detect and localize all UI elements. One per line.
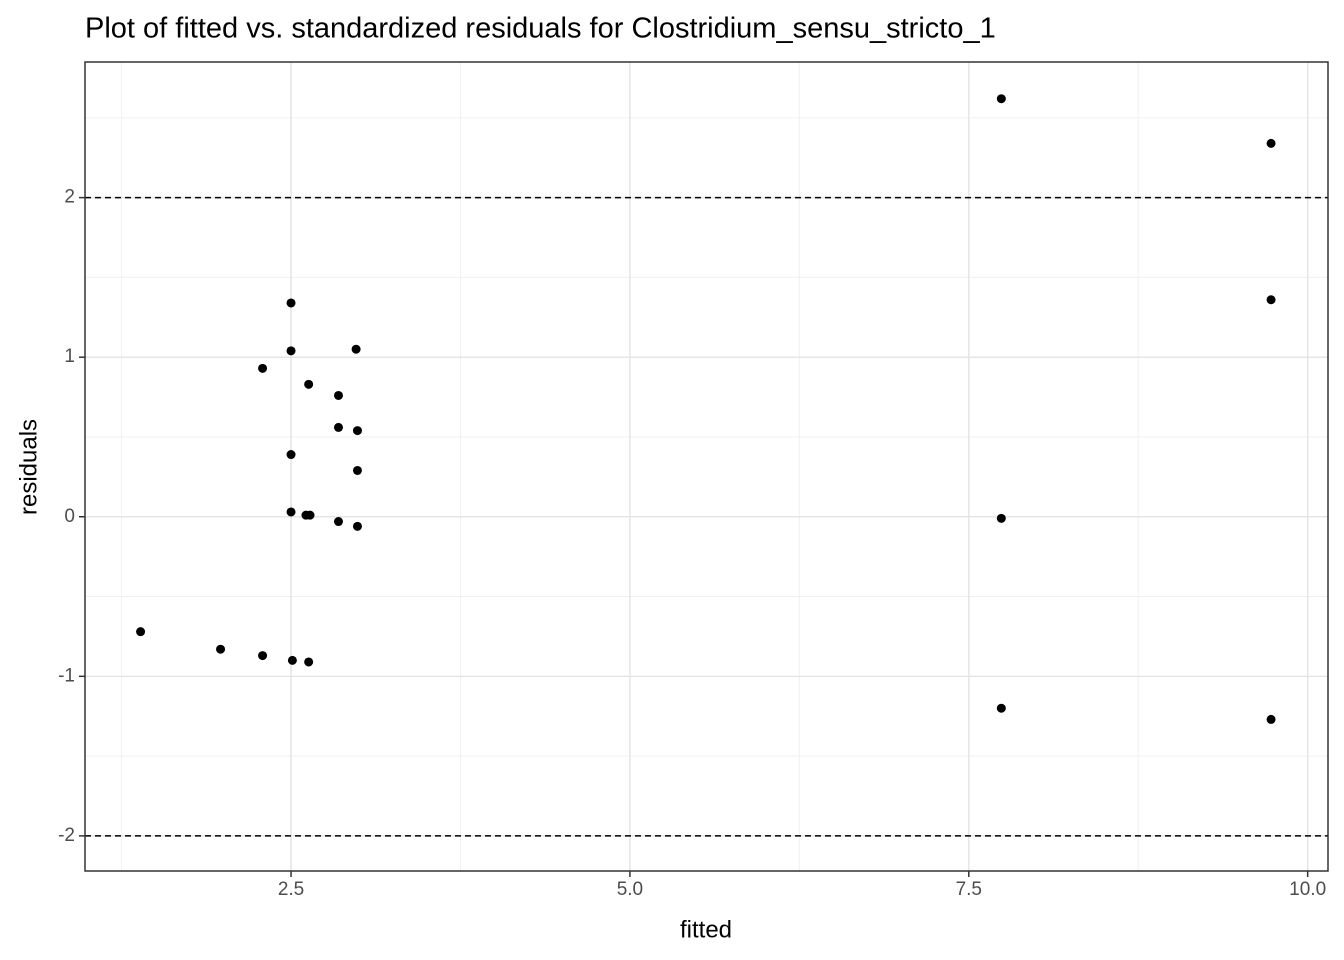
point — [1266, 295, 1276, 305]
point — [352, 426, 362, 436]
panel-border — [84, 61, 1329, 872]
y-tick-label: -2 — [58, 825, 75, 846]
point — [352, 465, 362, 475]
point — [216, 644, 226, 654]
point — [352, 521, 362, 531]
chart-title: Plot of fitted vs. standardized residual… — [85, 13, 996, 45]
point — [258, 651, 268, 661]
y-tick-label: 1 — [64, 346, 75, 367]
point — [304, 379, 314, 389]
x-tick-label: 10.0 — [1289, 879, 1326, 900]
point — [286, 507, 296, 517]
y-axis-label: residuals — [15, 419, 42, 515]
point — [333, 422, 343, 432]
point — [333, 517, 343, 527]
y-tick-label: -1 — [58, 665, 75, 686]
point — [304, 657, 314, 667]
y-tick-label: 0 — [64, 506, 75, 527]
point — [136, 627, 146, 637]
point — [286, 298, 296, 308]
y-tick-label: 2 — [64, 187, 75, 208]
point — [1266, 714, 1276, 724]
point — [996, 703, 1006, 713]
point — [258, 363, 268, 373]
x-axis-label: fitted — [680, 916, 732, 943]
point — [286, 346, 296, 356]
point — [996, 94, 1006, 104]
point — [305, 510, 315, 520]
point — [351, 344, 361, 354]
point — [287, 655, 297, 665]
point — [1266, 138, 1276, 148]
point — [996, 513, 1006, 523]
point — [286, 450, 296, 460]
point — [333, 390, 343, 400]
x-tick-label: 7.5 — [956, 879, 982, 900]
x-tick-label: 5.0 — [617, 879, 643, 900]
x-tick-label: 2.5 — [278, 879, 304, 900]
